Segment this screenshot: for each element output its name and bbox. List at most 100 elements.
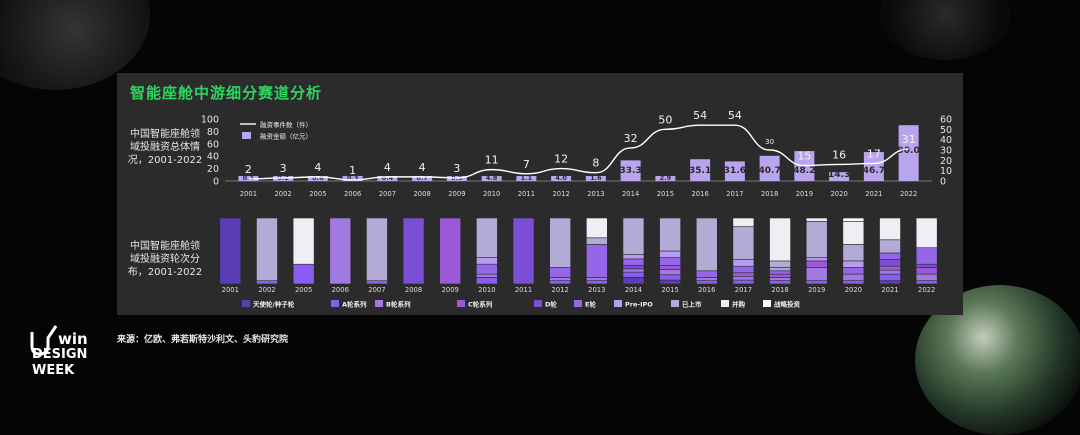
- amount-data-label: 46.7: [863, 166, 885, 176]
- right-axis-tick-label: 40: [940, 135, 952, 146]
- bottom-chart-side-label: 中国智能座舱领域投融资轮次分布，2001-2022: [127, 241, 203, 278]
- x-tick-label: 2020: [845, 286, 862, 294]
- stacked-segment: [805, 257, 828, 262]
- stacked-segment: [476, 273, 498, 278]
- stacked-segment: [695, 280, 718, 285]
- stacked-segment: [476, 263, 498, 275]
- amount-data-label: 35.1: [689, 166, 711, 176]
- count-data-label: 8: [592, 157, 599, 170]
- count-data-label: 3: [280, 162, 287, 175]
- count-data-label: 4: [419, 161, 426, 174]
- stacked-segment: [622, 258, 645, 266]
- count-data-label: 50: [658, 113, 672, 126]
- stacked-segment: [586, 244, 608, 278]
- stacked-segment: [879, 239, 901, 254]
- stacked-segment: [915, 267, 938, 275]
- x-tick-label: 2014: [625, 286, 642, 294]
- amount-data-label: 1.6: [590, 174, 602, 182]
- amount-bar: [690, 159, 711, 181]
- count-data-label: 3: [453, 162, 460, 175]
- x-tick-label: 2014: [622, 190, 639, 198]
- amount-data-label: 40.7: [759, 166, 781, 176]
- stacked-segment: [732, 217, 755, 227]
- stacked-segment: [549, 267, 571, 278]
- stacked-segment: [586, 217, 608, 239]
- stacked-segment: [695, 270, 718, 278]
- x-tick-label: 2019: [808, 286, 825, 294]
- stacked-segment: [256, 217, 278, 282]
- stacked-segment: [329, 217, 352, 285]
- x-tick-label: 2009: [448, 190, 465, 198]
- stacked-segment: [879, 269, 901, 275]
- stacked-segment: [732, 259, 755, 267]
- stacked-segment: [915, 217, 938, 249]
- stacked-segment: [659, 257, 681, 266]
- stacked-segment: [915, 263, 938, 268]
- amount-data-label: 31.6: [724, 166, 746, 176]
- stacked-segment: [659, 274, 681, 281]
- stacked-segment: [476, 277, 498, 285]
- top-chart-side-label: 中国智能座舱领域投融资总体情况，2001-2022: [127, 129, 203, 166]
- stacked-segment: [622, 265, 645, 270]
- stacked-segment: [805, 267, 828, 281]
- amount-bar: [829, 172, 850, 181]
- count-series-line: [248, 124, 909, 181]
- amount-bar: [342, 176, 363, 181]
- x-tick-label: 2011: [518, 190, 535, 198]
- legend-swatch: [721, 300, 729, 307]
- stacked-segment: [659, 279, 681, 285]
- stacked-segment: [732, 226, 755, 260]
- stacked-segment: [842, 273, 865, 282]
- x-tick-label: 2021: [881, 286, 898, 294]
- stacked-segment: [842, 221, 865, 245]
- x-tick-label: 2019: [796, 190, 813, 198]
- legend-bar-swatch: [242, 132, 251, 139]
- amount-data-label: 90.0: [898, 146, 920, 156]
- legend-swatch: [763, 300, 771, 307]
- x-tick-label: 2006: [332, 286, 349, 294]
- legend-label: 战略投资: [774, 300, 801, 309]
- stacked-segment: [879, 265, 901, 271]
- x-tick-label: 2011: [515, 286, 532, 294]
- legend-swatch: [574, 300, 582, 307]
- amount-data-label: 1.1: [521, 174, 533, 182]
- amount-data-label: 4.0: [555, 174, 567, 182]
- left-axis-tick-label: 20: [207, 164, 219, 175]
- stacked-segment: [512, 217, 535, 285]
- stacked-segment: [879, 280, 901, 285]
- x-tick-label: 2006: [344, 190, 361, 198]
- amount-data-label: 2.9: [660, 174, 672, 182]
- stacked-segment: [695, 277, 718, 281]
- x-tick-label: 2015: [657, 190, 674, 198]
- stacked-segment: [769, 277, 791, 281]
- legend-label: E轮: [585, 300, 596, 309]
- stacked-segment: [805, 217, 828, 222]
- count-data-label: 54: [728, 109, 742, 122]
- right-axis-tick-label: 30: [940, 146, 952, 157]
- x-tick-label: 2009: [442, 286, 459, 294]
- stacked-segment: [915, 273, 938, 282]
- legend-label: 融资金额（亿元）: [260, 132, 312, 141]
- stacked-segment: [659, 217, 681, 252]
- stacked-segment: [842, 267, 865, 275]
- x-tick-label: 2001: [222, 286, 239, 294]
- stacked-segment: [549, 280, 571, 285]
- amount-data-label: 0.7: [416, 174, 428, 182]
- legend-swatch: [614, 300, 622, 307]
- left-axis-tick-label: 0: [213, 177, 219, 188]
- x-tick-label: 2002: [258, 286, 275, 294]
- stacked-segment: [476, 257, 498, 265]
- count-data-label: 4: [314, 161, 321, 174]
- x-tick-label: 2022: [918, 286, 935, 294]
- stacked-segment: [915, 247, 938, 265]
- stacked-segment: [769, 280, 791, 285]
- legend-label: D轮: [545, 300, 557, 309]
- x-tick-label: 2021: [865, 190, 882, 198]
- amount-bar: [655, 176, 676, 181]
- amount-data-label: 33.3: [620, 166, 642, 176]
- amount-bar: [412, 176, 433, 181]
- amount-data-label: 48.2: [793, 166, 815, 176]
- x-tick-label: 2002: [274, 190, 291, 198]
- stacked-segment: [732, 276, 755, 281]
- legend-swatch: [242, 300, 250, 307]
